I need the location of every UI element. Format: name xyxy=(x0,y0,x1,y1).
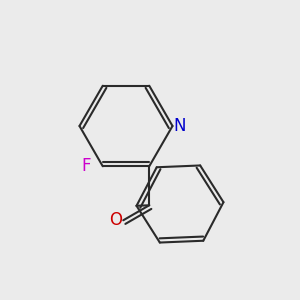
Text: O: O xyxy=(109,211,122,229)
Text: F: F xyxy=(82,157,91,175)
Text: N: N xyxy=(174,117,186,135)
